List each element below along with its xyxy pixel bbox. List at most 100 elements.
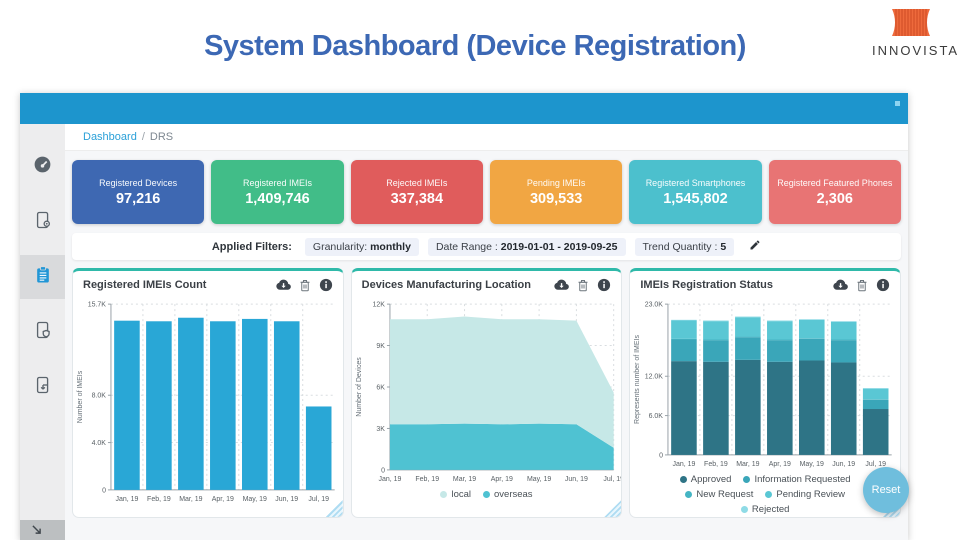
filter-chip: Trend Quantity : 5 (634, 237, 735, 256)
svg-text:Represents number of IMEIs: Represents number of IMEIs (634, 335, 641, 424)
sidebar-collapse-strip[interactable] (20, 520, 65, 540)
breadcrumb: Dashboard / DRS (65, 124, 908, 151)
topbar-indicator-dot (895, 101, 900, 106)
stat-card-label: Pending IMEIs (526, 177, 586, 188)
page-title: System Dashboard (Device Registration) (204, 30, 746, 62)
chart-canvas: 0 6.0K 12.0K 23.0K Jan, 19 Feb, 19 Mar, 19 Apr,… (630, 295, 900, 515)
svg-text:0: 0 (102, 487, 106, 494)
collapse-arrow-icon (32, 521, 41, 539)
applied-filters-label: Applied Filters: (211, 240, 292, 253)
chart-canvas: 0 4.0K 8.0K 15.7K Jan, 19 Feb, 19 Mar, 19 Apr, … (73, 295, 343, 508)
download-icon[interactable] (276, 279, 291, 291)
chart-card-toolbar (276, 278, 333, 292)
legend-item: New Request (685, 489, 753, 500)
chart-card-header: Registered IMEIs Count (73, 271, 343, 295)
download-icon[interactable] (554, 279, 570, 291)
info-icon[interactable] (597, 278, 611, 292)
edit-filters-button[interactable] (749, 239, 761, 254)
svg-text:4.0K: 4.0K (92, 440, 107, 447)
stat-card: Registered Devices 97,216 (72, 160, 205, 224)
device-export-icon (33, 375, 53, 400)
applied-filters-bar: Applied Filters: Granularity: monthly Da… (72, 233, 901, 260)
svg-text:May, 19: May, 19 (243, 496, 267, 503)
legend-item: Information Requested (743, 474, 851, 485)
gauge-icon (32, 154, 53, 180)
legend-dot-icon (679, 476, 687, 483)
stat-card-value: 1,545,802 (663, 190, 728, 207)
stat-card-label: Registered Featured Phones (777, 177, 893, 188)
device-settings-icon (33, 210, 53, 235)
svg-text:15.7K: 15.7K (88, 302, 107, 309)
app-topbar (20, 93, 908, 124)
reset-button[interactable]: Reset (863, 467, 909, 513)
download-icon[interactable] (833, 279, 848, 291)
svg-text:0: 0 (381, 467, 385, 474)
svg-text:May, 19: May, 19 (527, 476, 551, 483)
pencil-icon (749, 239, 761, 254)
legend-label: local (451, 489, 471, 500)
chart-card: Devices Manufacturing Location (350, 268, 623, 518)
stat-card-value: 309,533 (529, 190, 583, 207)
stat-card: Registered Smartphones 1,545,802 (629, 160, 762, 224)
sidebar-item-device-export[interactable] (20, 365, 65, 409)
sidebar-item-dashboard[interactable] (20, 145, 65, 189)
chart-legend: local overseas (352, 488, 622, 500)
dashboard-panel: Dashboard / DRS Registered Devices 97,21… (20, 93, 909, 540)
svg-text:Jan, 19: Jan, 19 (378, 476, 401, 483)
svg-text:May, 19: May, 19 (800, 461, 824, 468)
svg-text:Jun, 19: Jun, 19 (275, 496, 298, 503)
svg-text:Apr, 19: Apr, 19 (490, 476, 512, 483)
stat-card-label: Rejected IMEIs (386, 177, 448, 188)
legend-label: Information Requested (754, 474, 851, 485)
stat-card-value: 2,306 (816, 190, 853, 207)
svg-text:Mar, 19: Mar, 19 (737, 461, 760, 468)
svg-text:Jan, 19: Jan, 19 (673, 461, 696, 468)
legend-item: Pending Review (765, 489, 845, 500)
charts-row: Registered IMEIs Count (65, 260, 908, 518)
chart-card-title: Devices Manufacturing Location (361, 279, 531, 291)
legend-label: Rejected (751, 504, 790, 515)
svg-text:6.0K: 6.0K (649, 413, 664, 420)
svg-text:6K: 6K (376, 385, 385, 392)
legend-item: Rejected (740, 504, 790, 515)
chart-card-title: IMEIs Registration Status (640, 279, 773, 291)
svg-text:Mar, 19: Mar, 19 (179, 496, 202, 503)
legend-dot-icon (740, 506, 748, 513)
delete-icon[interactable] (299, 279, 311, 292)
chart-card-header: IMEIs Registration Status (630, 271, 900, 295)
delete-icon[interactable] (577, 279, 589, 292)
info-icon[interactable] (876, 278, 890, 292)
legend-dot-icon (743, 476, 751, 483)
legend-dot-icon (440, 491, 448, 498)
sidebar-item-device-security[interactable] (20, 310, 65, 354)
card-resize-handle[interactable] (604, 500, 622, 517)
stat-card-value: 337,384 (390, 190, 444, 207)
legend-label: New Request (696, 489, 754, 500)
sidebar-item-device-settings[interactable] (20, 200, 65, 244)
svg-text:Apr, 19: Apr, 19 (769, 461, 791, 468)
chart-card-title: Registered IMEIs Count (83, 279, 207, 291)
chart-canvas: 0 3K 6K 9K 12K Jan, 19 Feb, 19 Mar, 19 Apr, 19 Ma… (352, 295, 622, 500)
sidebar-item-reports[interactable] (20, 255, 65, 299)
stat-card-label: Registered IMEIs (242, 177, 312, 188)
legend-dot-icon (483, 491, 490, 498)
svg-text:12K: 12K (372, 302, 385, 309)
svg-text:Number of IMEIs: Number of IMEIs (77, 370, 84, 423)
svg-text:Jul, 19: Jul, 19 (308, 496, 329, 503)
info-icon[interactable] (319, 278, 333, 292)
legend-item: overseas (483, 489, 533, 500)
stat-cards-row: Registered Devices 97,216 Registered IME… (65, 151, 908, 224)
svg-text:Apr, 19: Apr, 19 (212, 496, 234, 503)
svg-text:3K: 3K (376, 426, 385, 433)
chart-card: Registered IMEIs Count (72, 268, 344, 518)
stat-card-value: 1,409,746 (245, 190, 310, 207)
stat-card-label: Registered Devices (99, 177, 178, 188)
svg-text:Feb, 19: Feb, 19 (704, 461, 728, 468)
svg-text:0: 0 (659, 452, 663, 459)
delete-icon[interactable] (856, 279, 868, 292)
breadcrumb-dashboard-link[interactable]: Dashboard (83, 131, 137, 143)
stat-card: Registered Featured Phones 2,306 (768, 160, 901, 224)
brand-name: INNOVISTA (872, 43, 960, 58)
chart-card: IMEIs Registration Status (629, 268, 902, 518)
stat-card: Registered IMEIs 1,409,746 (211, 160, 344, 224)
